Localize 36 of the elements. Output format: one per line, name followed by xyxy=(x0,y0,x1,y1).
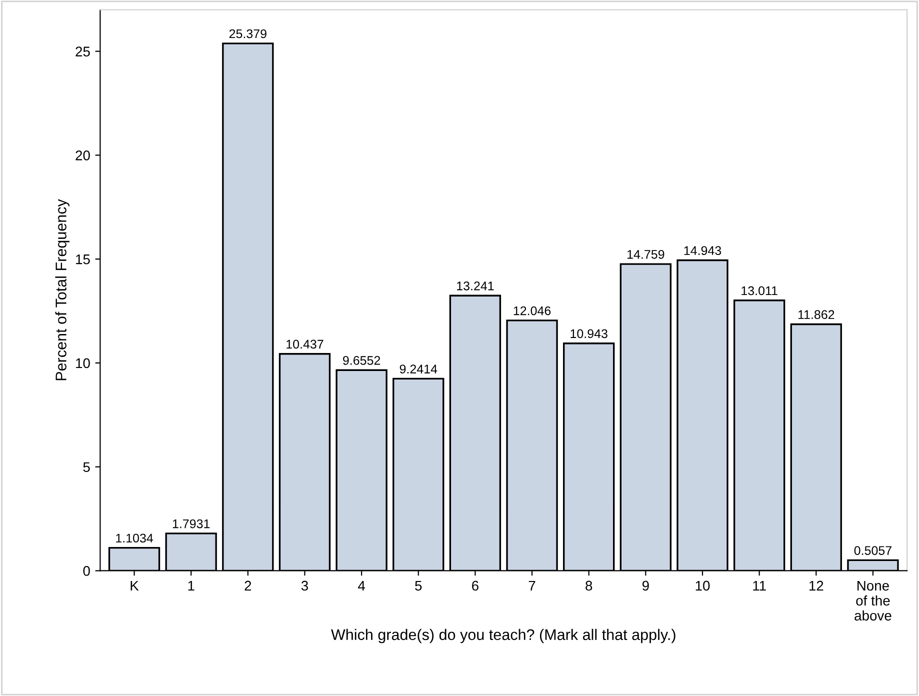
y-tick-label: 5 xyxy=(83,462,90,472)
x-tick-label: 1 xyxy=(188,580,194,591)
data-label: 14.759 xyxy=(628,250,664,259)
data-label: 1.1034 xyxy=(116,534,154,543)
data-label: 1.7931 xyxy=(172,519,210,528)
data-label: 0.5057 xyxy=(854,546,892,555)
x-tick-label: 3 xyxy=(301,580,308,591)
x-tick-label: 9 xyxy=(642,580,649,591)
data-label: 9.6552 xyxy=(343,356,380,365)
y-axis-title: Percent of Total Frequency xyxy=(55,199,70,380)
y-tick-label: 15 xyxy=(76,254,90,264)
y-tick-label: 0 xyxy=(83,566,90,576)
y-tick-label: 20 xyxy=(76,150,90,160)
x-tick-label: 4 xyxy=(358,580,366,591)
data-label: 13.241 xyxy=(457,282,494,290)
data-label: 14.943 xyxy=(684,246,722,255)
x-tick-label: 7 xyxy=(528,580,536,591)
x-tick-label: 6 xyxy=(472,580,478,591)
x-axis-title: Which grade(s) do you teach? (Mark all that apply.) xyxy=(331,628,676,644)
x-tick-label: 8 xyxy=(586,580,592,591)
data-label: 9.2414 xyxy=(400,364,438,374)
data-label: 11.862 xyxy=(798,310,834,320)
y-tick-label: 25 xyxy=(76,46,90,56)
x-tick-label: K xyxy=(130,580,139,591)
x-tick-label: 11 xyxy=(753,580,766,591)
data-label: 13.011 xyxy=(742,286,778,296)
x-tick-label: 2 xyxy=(244,580,252,591)
y-tick-label: 10 xyxy=(76,358,90,368)
x-tick-label: None of the above xyxy=(854,580,892,621)
x-tick-label: 12 xyxy=(809,580,824,591)
data-label: 10.943 xyxy=(570,329,608,338)
x-tick-label: 5 xyxy=(415,580,422,591)
x-tick-label: 10 xyxy=(696,580,710,591)
data-label: 12.046 xyxy=(514,306,551,316)
data-label: 10.437 xyxy=(286,340,324,349)
data-label: 25.379 xyxy=(229,29,266,38)
